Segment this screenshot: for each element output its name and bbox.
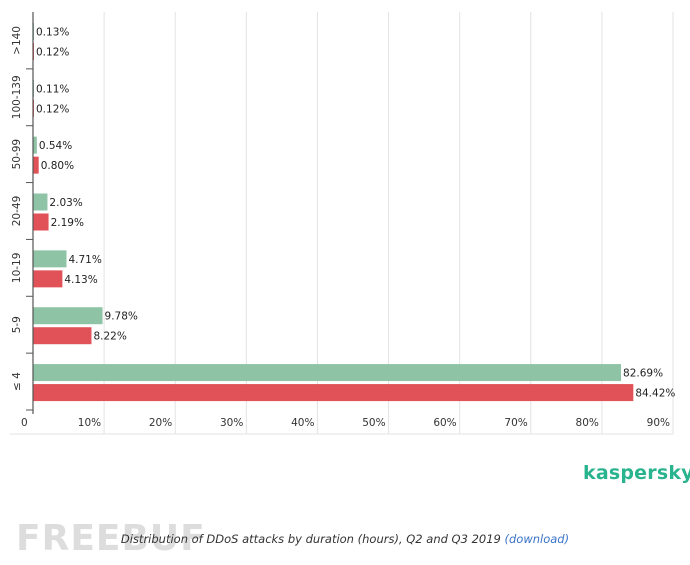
chart-caption: Distribution of DDoS attacks by duration… bbox=[0, 532, 690, 546]
bar-value-label: 0.11% bbox=[36, 83, 69, 95]
bar bbox=[33, 270, 63, 288]
bar-value-label: 0.13% bbox=[36, 26, 69, 38]
bar-value-label: 4.71% bbox=[68, 254, 101, 266]
x-tick-label: 30% bbox=[220, 417, 243, 429]
bar bbox=[33, 384, 634, 402]
x-tick-label: 80% bbox=[576, 417, 599, 429]
bar bbox=[33, 193, 48, 211]
bar bbox=[33, 307, 103, 325]
download-link[interactable]: (download) bbox=[504, 532, 570, 546]
bar bbox=[33, 213, 49, 231]
y-category-label: 50-99 bbox=[11, 139, 23, 170]
y-category-label: >140 bbox=[11, 26, 23, 55]
bar-value-label: 0.12% bbox=[36, 103, 69, 115]
freebuf-watermark: FREEBUF bbox=[16, 518, 206, 559]
bar-value-label: 9.78% bbox=[105, 311, 138, 323]
kaspersky-logo: kaspersky bbox=[583, 462, 690, 484]
bar-chart: 0 10% 20% 30% 40% 50% 60% 70% 80% 90% >140 0.13% 0.1… bbox=[10, 12, 675, 435]
x-tick-label: 20% bbox=[149, 417, 172, 429]
x-tick-label: 40% bbox=[291, 417, 314, 429]
x-tick-label: 90% bbox=[647, 417, 670, 429]
y-category-label: 20-49 bbox=[11, 196, 23, 227]
x-tick-label: 70% bbox=[504, 417, 527, 429]
x-tick-label: 60% bbox=[433, 417, 456, 429]
bar-value-label: 2.19% bbox=[51, 217, 84, 229]
bar-value-label: 4.13% bbox=[64, 274, 97, 286]
caption-text: Distribution of DDoS attacks by duration… bbox=[120, 532, 505, 546]
bar-value-label: 0.12% bbox=[36, 46, 69, 58]
y-category-label: 100-139 bbox=[11, 75, 23, 119]
bar-value-label: 0.80% bbox=[41, 160, 74, 172]
bar bbox=[33, 327, 92, 345]
y-category-label: 5-9 bbox=[11, 316, 23, 333]
bar-value-label: 0.54% bbox=[39, 140, 72, 152]
bar-value-label: 82.69% bbox=[623, 368, 663, 380]
x-tick-label: 0 bbox=[21, 417, 28, 429]
bar bbox=[33, 136, 37, 154]
bar bbox=[33, 156, 39, 174]
x-tick-label: 50% bbox=[362, 417, 385, 429]
y-category-label: 10-19 bbox=[11, 253, 23, 284]
x-tick-label: 10% bbox=[78, 417, 101, 429]
bar-value-label: 84.42% bbox=[635, 388, 675, 400]
bar bbox=[33, 364, 622, 382]
y-category-label: ≤ 4 bbox=[11, 372, 23, 391]
bar-value-label: 2.03% bbox=[49, 197, 82, 209]
bar-value-label: 8.22% bbox=[93, 331, 126, 343]
bar bbox=[33, 250, 67, 268]
